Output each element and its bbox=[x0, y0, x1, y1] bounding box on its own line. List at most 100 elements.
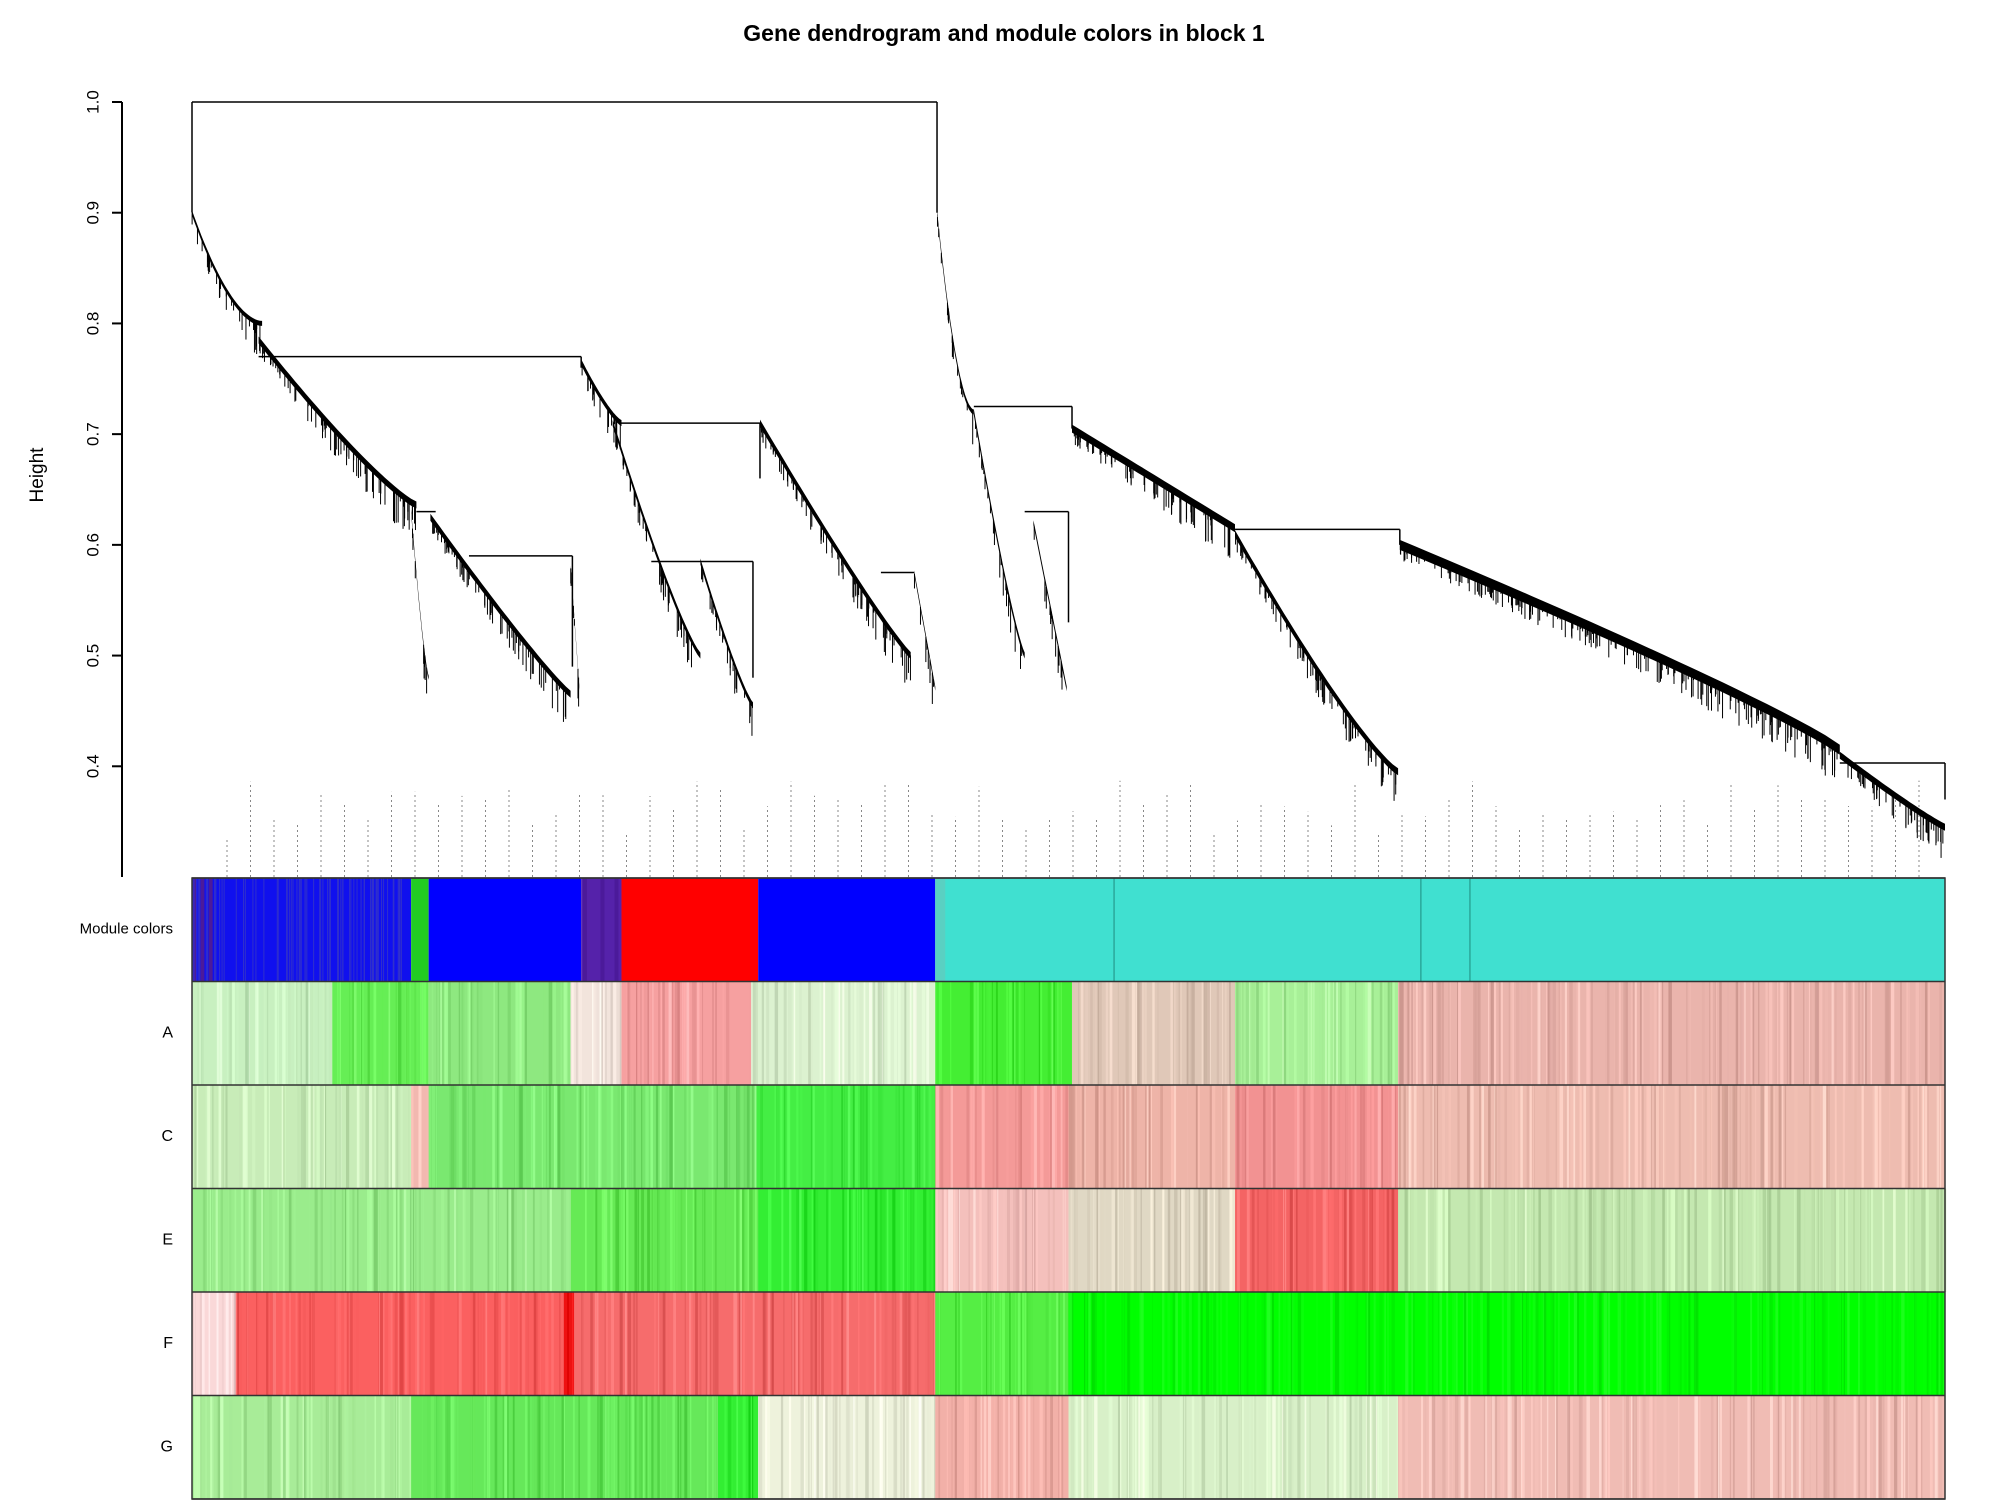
trait-E-stripe bbox=[269, 1188, 273, 1292]
trait-E-stripe bbox=[682, 1188, 686, 1292]
trait-F-stripe bbox=[810, 1292, 814, 1396]
trait-A-stripe bbox=[1824, 981, 1829, 1085]
trait-E-stripe bbox=[1568, 1188, 1571, 1292]
trait-A-stripe bbox=[1888, 981, 1891, 1085]
trait-C-stripe bbox=[1360, 1085, 1362, 1189]
trait-E-stripe bbox=[395, 1188, 398, 1292]
trait-C-stripe bbox=[1296, 1085, 1300, 1189]
trait-A-stripe bbox=[256, 981, 259, 1085]
trait-C-stripe bbox=[1872, 1085, 1876, 1189]
trait-G-stripe bbox=[902, 1395, 905, 1499]
trait-A-stripe bbox=[1327, 981, 1331, 1085]
trait-F-stripe bbox=[1649, 1292, 1653, 1396]
trait-A-stripe bbox=[974, 981, 976, 1085]
trait-E-stripe bbox=[987, 1188, 989, 1292]
trait-G-stripe bbox=[1460, 1395, 1464, 1499]
branch-mid-top bbox=[581, 359, 622, 427]
trait-G-stripe bbox=[647, 1395, 650, 1499]
trait-C-stripe bbox=[1581, 1085, 1583, 1189]
trait-F-stripe bbox=[1016, 1292, 1018, 1396]
trait-A-stripe bbox=[612, 981, 617, 1085]
trait-C-stripe bbox=[1479, 1085, 1482, 1189]
trait-A-stripe bbox=[1852, 981, 1855, 1085]
trait-E-stripe bbox=[950, 1188, 954, 1292]
trait-C-stripe bbox=[1103, 1085, 1106, 1189]
trait-A-stripe bbox=[420, 981, 422, 1085]
trait-G-stripe bbox=[1152, 1395, 1154, 1499]
trait-G-stripe bbox=[705, 1395, 707, 1499]
trait-F-stripe bbox=[1535, 1292, 1539, 1396]
trait-F-stripe bbox=[559, 1292, 561, 1396]
trait-E-stripe bbox=[1694, 1188, 1698, 1292]
trait-A-stripe bbox=[197, 981, 200, 1085]
trait-G-stripe bbox=[507, 1395, 509, 1499]
trait-E-stripe bbox=[473, 1188, 476, 1292]
trait-G-stripe bbox=[1508, 1395, 1512, 1499]
trait-C-stripe bbox=[966, 1085, 970, 1189]
trait-F-stripe bbox=[1434, 1292, 1437, 1396]
y-tick-label: 0.5 bbox=[83, 644, 102, 668]
trait-F-stripe bbox=[1401, 1292, 1405, 1396]
trait-F-stripe bbox=[771, 1292, 774, 1396]
trait-F-stripe bbox=[993, 1292, 995, 1396]
trait-A-stripe bbox=[1085, 981, 1089, 1085]
trait-F-stripe bbox=[397, 1292, 401, 1396]
trait-G-stripe bbox=[1283, 1395, 1286, 1499]
trait-A-stripe bbox=[1814, 981, 1817, 1085]
trait-E-stripe bbox=[993, 1188, 997, 1292]
trait-A-stripe bbox=[652, 981, 654, 1085]
trait-A-stripe bbox=[1843, 981, 1846, 1085]
trait-A-stripe bbox=[1727, 981, 1729, 1085]
trait-G-stripe bbox=[1366, 1395, 1370, 1499]
trait-F-stripe bbox=[1843, 1292, 1845, 1396]
trait-A-stripe bbox=[1325, 981, 1327, 1085]
trait-A-stripe bbox=[921, 981, 926, 1085]
trait-C-stripe bbox=[1106, 1085, 1108, 1189]
trait-G-stripe bbox=[504, 1395, 508, 1499]
trait-E-stripe bbox=[754, 1188, 759, 1292]
trait-E-stripe bbox=[973, 1188, 976, 1292]
trait-F-stripe bbox=[1895, 1292, 1899, 1396]
trait-E-stripe bbox=[329, 1188, 333, 1292]
trait-A-stripe bbox=[887, 981, 891, 1085]
trait-F-stripe bbox=[733, 1292, 735, 1396]
trait-A-stripe bbox=[1304, 981, 1308, 1085]
trait-E-stripe bbox=[1012, 1188, 1016, 1292]
trait-G-stripe bbox=[758, 1395, 763, 1499]
trait-C-stripe bbox=[1634, 1085, 1638, 1189]
trait-C-stripe bbox=[1434, 1085, 1438, 1189]
trait-A-stripe bbox=[1657, 981, 1659, 1085]
trait-E-stripe bbox=[1503, 1188, 1506, 1292]
chart-title: Gene dendrogram and module colors in blo… bbox=[743, 20, 1265, 46]
trait-F-stripe bbox=[1158, 1292, 1161, 1396]
trait-G-stripe bbox=[895, 1395, 898, 1499]
trait-C-stripe bbox=[863, 1085, 867, 1189]
trait-G-stripe bbox=[1286, 1395, 1289, 1499]
trait-G-stripe bbox=[1227, 1395, 1230, 1499]
trait-C-stripe bbox=[598, 1085, 602, 1189]
trait-A-stripe bbox=[660, 981, 663, 1085]
trait-F-stripe bbox=[1379, 1292, 1383, 1396]
trait-A-stripe bbox=[442, 981, 446, 1085]
trait-E-stripe bbox=[343, 1188, 346, 1292]
trait-F-stripe bbox=[381, 1292, 385, 1396]
trait-F-stripe bbox=[1266, 1292, 1270, 1396]
trait-A-stripe bbox=[1405, 981, 1410, 1085]
trait-A-stripe bbox=[850, 981, 853, 1085]
y-tick-label: 0.7 bbox=[83, 422, 102, 446]
trait-C-stripe bbox=[928, 1085, 932, 1189]
trait-G-segment bbox=[1068, 1395, 1399, 1499]
trait-A-stripe bbox=[470, 981, 474, 1085]
trait-C-stripe bbox=[450, 1085, 454, 1189]
trait-F-stripe bbox=[1617, 1292, 1621, 1396]
trait-E-stripe bbox=[510, 1188, 514, 1292]
trait-E-stripe bbox=[1561, 1188, 1566, 1292]
trait-F-stripe bbox=[349, 1292, 353, 1396]
trait-F-stripe bbox=[767, 1292, 771, 1396]
trait-F-stripe bbox=[1239, 1292, 1242, 1396]
trait-F-stripe bbox=[1573, 1292, 1575, 1396]
trait-C-stripe bbox=[519, 1085, 523, 1189]
trait-E-stripe bbox=[954, 1188, 957, 1292]
trait-E-stripe bbox=[1489, 1188, 1492, 1292]
trait-G-stripe bbox=[1050, 1395, 1054, 1499]
